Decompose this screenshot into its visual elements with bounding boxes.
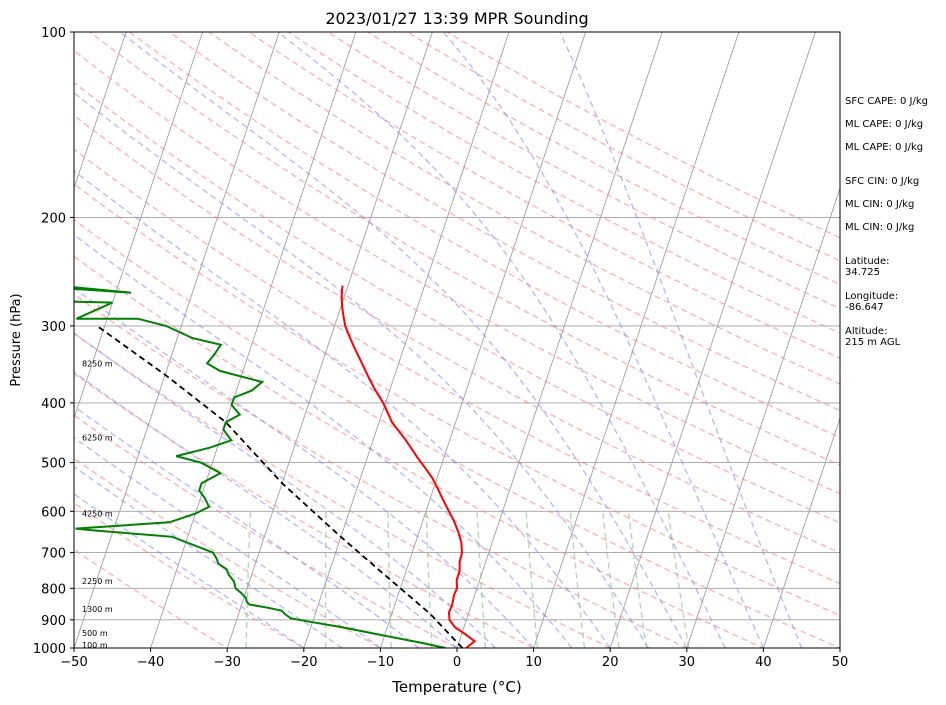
height-label: 100 m — [82, 641, 108, 650]
x-tick-label: 50 — [832, 655, 849, 670]
height-label: 6250 m — [82, 433, 113, 442]
dry-adiabat-line — [74, 255, 766, 648]
height-label: 1300 m — [82, 605, 113, 614]
isotherm-line — [74, 32, 204, 420]
dry-adiabat-line — [366, 32, 840, 286]
moist-adiabat-line — [74, 234, 573, 648]
sounding-parameter-text: Latitude: 34.725 — [845, 256, 890, 278]
mixing-ratio-line — [627, 511, 648, 648]
dry-adiabat-line — [74, 81, 840, 524]
mixing-ratio-line — [476, 511, 487, 648]
moist-adiabat-line — [277, 32, 726, 648]
y-tick-label: 200 — [41, 211, 66, 226]
height-label: 500 m — [82, 629, 108, 638]
dry-adiabat-line — [168, 32, 840, 412]
isotherm-line — [533, 32, 740, 648]
temperature-profile-line — [340, 285, 477, 648]
dry-adiabat-line — [74, 114, 840, 554]
chart-title: 2023/01/27 13:39 MPR Sounding — [325, 9, 588, 28]
y-tick-label: 900 — [41, 614, 66, 629]
isotherm-line — [379, 32, 587, 648]
moist-adiabat-line — [74, 170, 611, 648]
sounding-parameter-text: ML CIN: 0 J/kg — [845, 222, 915, 233]
x-tick-label: −20 — [290, 655, 317, 670]
background-lines — [74, 18, 946, 661]
isotherm-line — [609, 32, 816, 648]
isotherm-line — [226, 32, 433, 648]
sounding-parameter-text: ML CAPE: 0 J/kg — [845, 142, 924, 153]
moist-adiabat-line — [559, 32, 803, 648]
moist-adiabat-line — [74, 91, 650, 648]
x-tick-label: −30 — [213, 655, 240, 670]
x-axis-ticks: −50 −40 −30 −20 −10 0 10 20 30 40 50 — [60, 648, 848, 670]
sounding-parameter-text: Longitude: -86.647 — [845, 291, 899, 313]
y-tick-label: 700 — [41, 547, 66, 562]
x-tick-label: −50 — [60, 655, 87, 670]
moist-adiabat-line — [74, 436, 381, 648]
isotherm-line — [686, 186, 840, 648]
moist-adiabat-line — [74, 405, 420, 648]
height-label: 2250 m — [82, 577, 113, 586]
x-tick-label: 20 — [602, 655, 619, 670]
mixing-ratio-line — [602, 511, 620, 648]
dry-adiabat-line — [74, 548, 229, 648]
mixing-ratio-line — [569, 511, 586, 648]
y-axis-label: Pressure (hPa) — [9, 293, 24, 386]
dry-adiabat-line — [74, 148, 840, 585]
dewpoint-profile-line — [74, 286, 446, 648]
isotherm-line — [74, 32, 127, 190]
sounding-parameter-text: ML CIN: 0 J/kg — [845, 199, 915, 210]
x-tick-label: 30 — [679, 655, 696, 670]
x-tick-label: −10 — [367, 655, 394, 670]
dry-adiabat-line — [74, 49, 840, 495]
sounding-parameter-text: SFC CAPE: 0 J/kg — [845, 96, 928, 107]
sounding-parameter-text: SFC CIN: 0 J/kg — [845, 176, 920, 187]
mixing-ratio-line — [667, 511, 690, 648]
x-tick-label: −40 — [137, 655, 164, 670]
dry-adiabat-line — [74, 414, 459, 648]
mixing-ratio-line — [425, 511, 433, 648]
x-tick-label: 40 — [755, 655, 772, 670]
height-label: 4250 m — [82, 510, 113, 519]
isotherm-line — [74, 32, 280, 648]
parcel-path-line — [96, 325, 464, 648]
mixing-ratio-line — [387, 511, 392, 648]
y-tick-label: 1000 — [33, 642, 66, 657]
y-axis-ticks: 1000 900 800 700 600 500 400 300 200 100 — [33, 26, 74, 657]
isotherm-line — [912, 18, 946, 661]
moist-adiabat-line — [119, 32, 688, 648]
moist-adiabat-line — [74, 287, 535, 648]
y-tick-label: 600 — [41, 505, 66, 520]
x-tick-label: 10 — [525, 655, 542, 670]
x-axis-label: Temperature (°C) — [391, 678, 521, 696]
dry-adiabat-line — [74, 293, 689, 648]
isotherm-line — [150, 32, 357, 648]
y-tick-label: 800 — [41, 582, 66, 597]
data-lines — [74, 285, 477, 648]
height-labels: 100 m 500 m 1300 m 2250 m 4250 m 6250 m 8250 m — [82, 359, 113, 650]
dry-adiabat-line — [74, 218, 840, 648]
sounding-parameter-text: ML CAPE: 0 J/kg — [845, 119, 924, 130]
y-tick-label: 300 — [41, 320, 66, 335]
moist-adiabat-line — [74, 332, 496, 648]
dry-adiabat-line — [247, 32, 840, 360]
dry-adiabat-line — [88, 32, 840, 466]
dry-adiabat-line — [287, 32, 840, 334]
dry-adiabat-line — [74, 332, 612, 648]
y-tick-label: 400 — [41, 397, 66, 412]
height-label: 8250 m — [82, 359, 113, 368]
isotherm-line — [303, 32, 510, 648]
dry-adiabat-line — [74, 502, 306, 648]
x-tick-label: 0 — [453, 655, 461, 670]
mixing-ratio-line — [525, 511, 539, 648]
isotherm-line — [762, 416, 840, 648]
y-tick-label: 500 — [41, 457, 66, 472]
sounding-parameter-text: Altitude: 215 m AGL — [845, 326, 901, 348]
moist-adiabat-line — [442, 32, 765, 648]
plot-frame — [73, 31, 841, 649]
y-tick-label: 100 — [41, 26, 66, 41]
dry-adiabat-line — [74, 183, 840, 617]
